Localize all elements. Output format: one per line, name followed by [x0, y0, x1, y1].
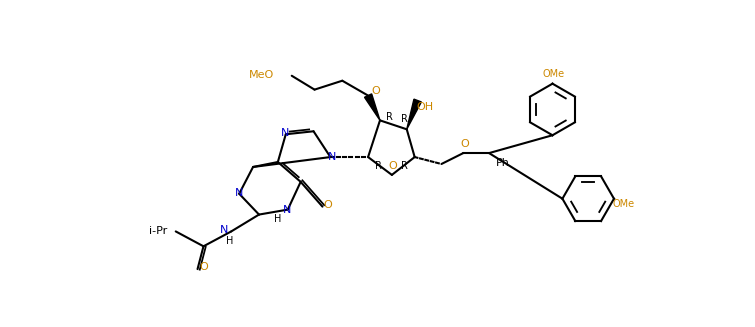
Text: R: R: [387, 112, 393, 122]
Text: N: N: [281, 128, 289, 138]
Text: i-Pr: i-Pr: [149, 226, 167, 236]
Text: N: N: [220, 225, 229, 235]
Text: R: R: [402, 114, 408, 124]
Text: OMe: OMe: [542, 69, 565, 79]
Text: O: O: [461, 139, 470, 149]
Text: MeO: MeO: [248, 70, 274, 80]
Text: N: N: [235, 188, 243, 198]
Text: H: H: [226, 236, 233, 246]
Polygon shape: [407, 99, 421, 129]
Text: R: R: [402, 161, 408, 171]
Text: O: O: [371, 86, 381, 95]
Text: N: N: [328, 152, 337, 162]
Text: O: O: [199, 262, 208, 272]
Text: Ph: Ph: [496, 158, 510, 168]
Text: R: R: [374, 161, 381, 171]
Text: H: H: [274, 214, 282, 224]
Polygon shape: [365, 94, 380, 120]
Text: OH: OH: [416, 102, 433, 112]
Text: N: N: [282, 205, 291, 215]
Text: O: O: [389, 161, 397, 171]
Text: O: O: [323, 200, 331, 210]
Text: OMe: OMe: [613, 199, 635, 209]
